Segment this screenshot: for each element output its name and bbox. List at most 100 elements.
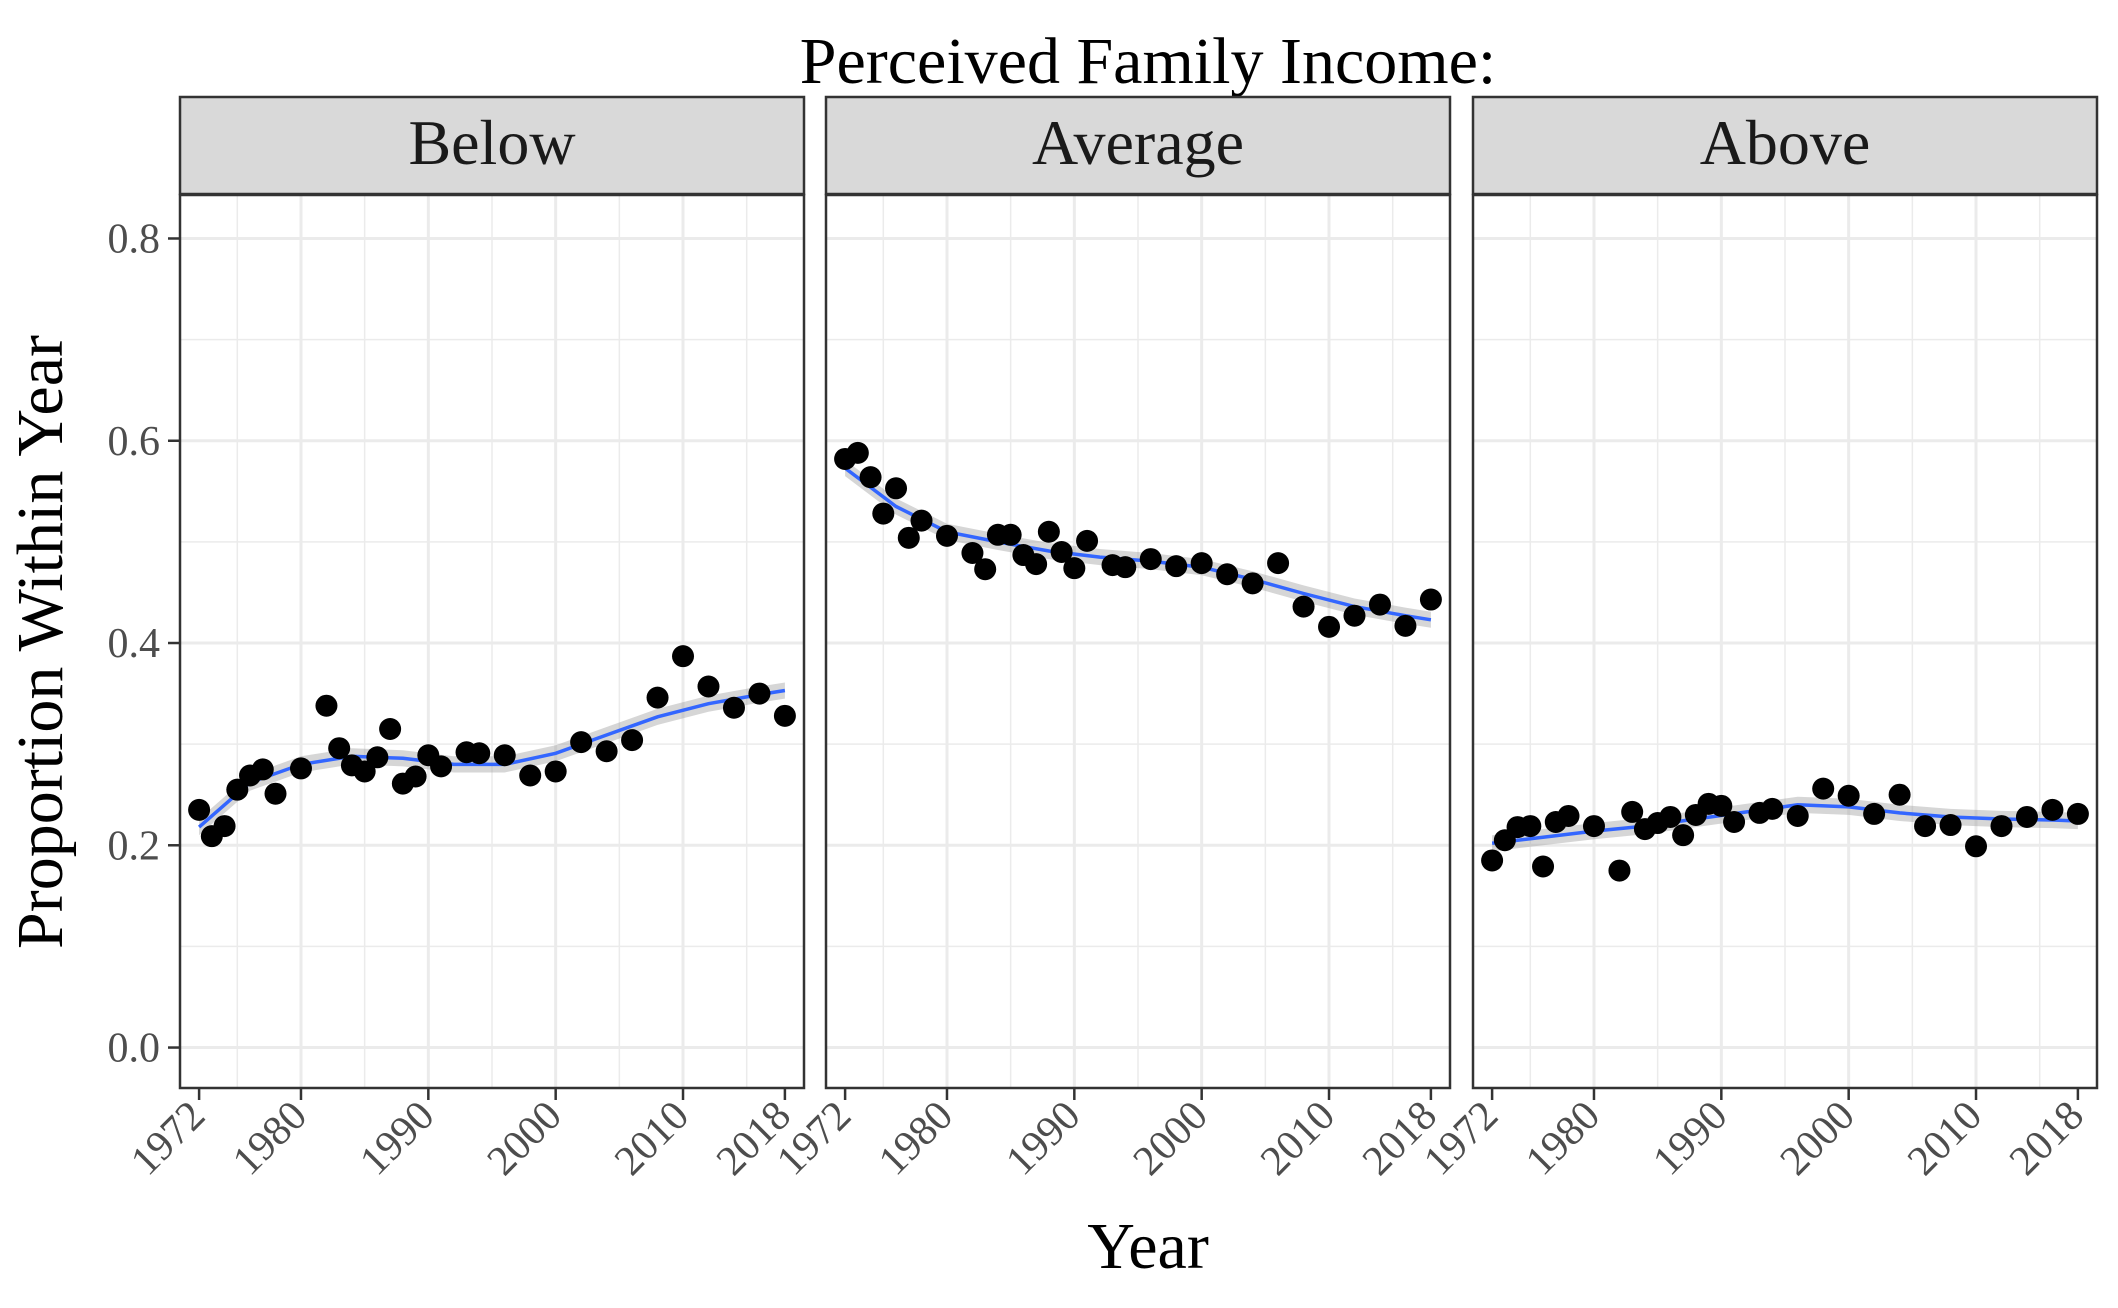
data-point <box>1267 552 1290 575</box>
data-point <box>493 744 516 767</box>
y-axis: 0.0 0.2 0.4 0.6 0.8 <box>108 216 180 1072</box>
data-points <box>834 441 1442 638</box>
data-point <box>1532 855 1555 878</box>
confidence-band <box>1492 796 2078 852</box>
data-point <box>315 694 338 717</box>
x-tick-label: 2000 <box>1772 1093 1864 1185</box>
confidence-band <box>199 682 785 836</box>
data-point <box>379 717 402 740</box>
data-point <box>251 758 274 781</box>
data-point <box>748 682 771 705</box>
data-point <box>999 523 1022 546</box>
x-tick-label: 1980 <box>1517 1093 1609 1185</box>
data-point <box>1481 849 1504 872</box>
x-tick-label: 2010 <box>1899 1093 1991 1185</box>
data-point <box>1557 804 1580 827</box>
data-point <box>1837 784 1860 807</box>
y-tick-label: 0.6 <box>108 419 161 465</box>
data-point <box>1965 835 1988 858</box>
data-point <box>1139 548 1162 571</box>
data-point <box>1723 811 1746 834</box>
data-point <box>2066 802 2089 825</box>
confidence-band <box>845 460 1431 628</box>
facet-strip-label: Above <box>1700 107 1871 178</box>
data-point <box>1939 814 1962 837</box>
data-point <box>846 441 869 464</box>
data-point <box>1582 815 1605 838</box>
data-point <box>328 737 351 760</box>
data-point <box>1710 794 1733 817</box>
data-point <box>773 704 796 727</box>
x-tick-label: 2010 <box>1252 1093 1344 1185</box>
data-points <box>1481 777 2089 882</box>
chart-title: Perceived Family Income: <box>800 25 1496 98</box>
data-point <box>1076 529 1099 552</box>
data-point <box>1216 563 1239 586</box>
data-point <box>621 729 644 752</box>
data-point <box>1037 520 1060 543</box>
data-point <box>672 645 695 668</box>
data-point <box>722 696 745 719</box>
y-axis-title: Proportion Within Year <box>4 335 77 949</box>
data-point <box>1888 783 1911 806</box>
facet-strip-label: Below <box>408 107 575 178</box>
data-point <box>264 782 287 805</box>
data-point <box>646 686 669 709</box>
data-point <box>1419 588 1442 611</box>
x-axis-title: Year <box>1087 1210 1209 1283</box>
data-point <box>1318 615 1341 638</box>
y-tick-label: 0.8 <box>108 216 161 262</box>
data-point <box>885 477 908 500</box>
data-point <box>2015 805 2038 828</box>
panel-grid <box>180 195 804 1088</box>
panel-border <box>1471 193 2099 1090</box>
data-point <box>544 760 567 783</box>
data-point <box>1292 595 1315 618</box>
data-point <box>1621 800 1644 823</box>
data-point <box>1519 815 1542 838</box>
data-point <box>1659 805 1682 828</box>
data-point <box>1812 777 1835 800</box>
x-tick-label: 1972 <box>1415 1093 1507 1185</box>
data-point <box>1761 797 1784 820</box>
data-point <box>1063 557 1086 580</box>
data-point <box>1241 572 1264 595</box>
data-point <box>404 765 427 788</box>
data-point <box>1368 593 1391 616</box>
panel-grid <box>1473 195 2097 1088</box>
facet-panel-above: Above 1972 1980 1990 2000 2010 2018 <box>1415 95 2099 1185</box>
data-point <box>1672 824 1695 847</box>
panel-border <box>178 193 806 1090</box>
data-point <box>2041 798 2064 821</box>
data-point <box>859 466 882 489</box>
data-point <box>910 509 933 532</box>
x-tick-label: 1972 <box>768 1093 860 1185</box>
data-point <box>1394 614 1417 637</box>
data-point <box>1914 815 1937 838</box>
data-point <box>1190 552 1213 575</box>
data-point <box>935 524 958 547</box>
data-point <box>519 764 542 787</box>
data-point <box>1343 604 1366 627</box>
facet-strip <box>178 95 806 196</box>
data-point <box>697 675 720 698</box>
data-point <box>570 731 593 754</box>
data-point <box>366 746 389 769</box>
data-point <box>1165 555 1188 578</box>
data-point <box>1114 556 1137 579</box>
x-tick-label: 1990 <box>351 1093 443 1185</box>
data-point <box>1990 815 2013 838</box>
data-points <box>188 645 796 848</box>
x-tick-label: 2010 <box>606 1093 698 1185</box>
x-tick-label: 1990 <box>997 1093 1089 1185</box>
data-point <box>289 757 312 780</box>
data-point <box>1608 859 1631 882</box>
data-point <box>188 798 211 821</box>
facet-strip <box>1471 95 2099 196</box>
y-tick-label: 0.2 <box>108 823 161 869</box>
data-point <box>1863 802 1886 825</box>
data-point <box>595 740 618 763</box>
